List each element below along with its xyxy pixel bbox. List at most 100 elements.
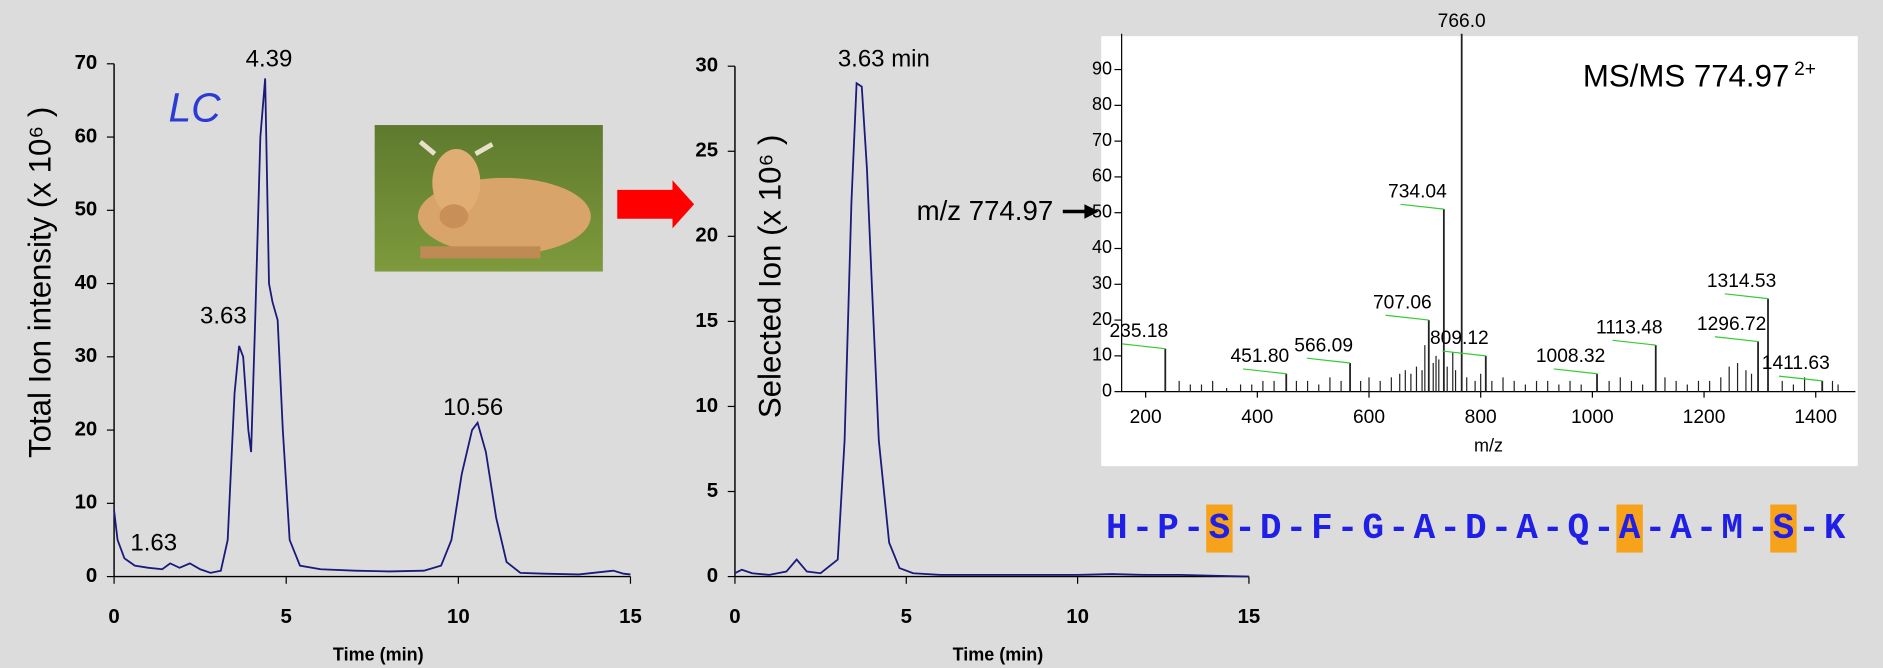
y-tick-label: 0 (86, 565, 97, 587)
pointer-arrowhead (1084, 204, 1099, 219)
label-leader (1612, 339, 1656, 346)
peak-label: 4.39 (246, 46, 293, 73)
x-tick-label: 200 (1130, 407, 1162, 428)
residue: Q (1568, 508, 1590, 549)
y-tick-label: 40 (1092, 237, 1112, 257)
y-tick-label: 20 (75, 418, 98, 440)
residue: P (1157, 508, 1179, 549)
y-tick-label: 60 (1092, 166, 1112, 186)
y-tick-label: 50 (1092, 201, 1112, 221)
residue: S (1209, 508, 1231, 549)
x-tick-label: 800 (1465, 407, 1497, 428)
peak-label: 451.80 (1230, 346, 1289, 367)
y-tick-label: 25 (695, 140, 718, 162)
peak-label: 809.12 (1430, 328, 1489, 349)
separator: - (1388, 508, 1410, 549)
separator: - (1644, 508, 1666, 549)
label-leader (1385, 314, 1429, 321)
x-tick-label: 10 (1066, 606, 1089, 628)
separator: - (1798, 508, 1820, 549)
y-tick-label: 5 (707, 480, 718, 502)
peak-label: 1411.63 (1762, 353, 1830, 374)
residue: D (1260, 508, 1282, 549)
y-tick-label: 20 (695, 225, 718, 247)
label-leader (1242, 368, 1287, 375)
x-tick-label: 1400 (1794, 407, 1837, 428)
charge-state: 2+ (1794, 59, 1816, 80)
residue-highlight (1616, 504, 1643, 553)
separator: - (1491, 508, 1513, 549)
residue: A (1516, 508, 1538, 549)
trace (113, 78, 631, 576)
residue: K (1824, 508, 1846, 549)
y-axis-label: Total Ion intensity (x 10⁶ ) (22, 107, 57, 458)
residue: A (1619, 508, 1641, 549)
residue: M (1721, 508, 1743, 549)
peak-label: 1296.72 (1697, 314, 1766, 335)
x-tick-label: 0 (108, 606, 119, 628)
separator: - (1439, 508, 1461, 549)
x-tick-label: 0 (729, 606, 740, 628)
y-tick-label: 20 (1092, 309, 1112, 329)
y-tick-label: 60 (75, 125, 98, 147)
label-leader (1121, 343, 1166, 350)
peak-label: 566.09 (1294, 335, 1353, 356)
x-axis-label: m/z (1474, 436, 1503, 456)
y-tick-label: 10 (75, 492, 98, 514)
y-tick-label: 0 (1102, 380, 1112, 400)
residue: G (1362, 508, 1384, 549)
spectrum-panel (1101, 36, 1858, 467)
separator: - (1132, 508, 1154, 549)
peak-label: 1008.32 (1536, 346, 1605, 367)
separator: - (1696, 508, 1718, 549)
y-tick-label: 90 (1092, 58, 1112, 78)
separator: - (1593, 508, 1615, 549)
y-tick-label: 50 (75, 199, 98, 221)
y-tick-label: 30 (1092, 273, 1112, 293)
y-axis-label: Selected Ion (x 10⁶ ) (752, 135, 787, 419)
peak-label: 3.63 min (838, 46, 930, 73)
precursor-label: m/z 774.97 (917, 195, 1054, 226)
x-axis-label: Time (min) (953, 645, 1044, 665)
residue: A (1670, 508, 1692, 549)
red-arrow (617, 180, 695, 229)
x-tick-label: 400 (1241, 407, 1273, 428)
separator: - (1285, 508, 1307, 549)
peak-label: 3.63 (200, 303, 247, 330)
y-tick-label: 10 (1092, 345, 1112, 365)
separator: - (1183, 508, 1205, 549)
label-leader (1778, 375, 1823, 382)
x-axis-label: Time (min) (333, 645, 424, 665)
residue: D (1465, 508, 1487, 549)
label-leader (1553, 368, 1598, 375)
x-tick-label: 5 (901, 606, 912, 628)
lc-label: LC (168, 84, 221, 130)
peak-label: 734.04 (1388, 181, 1447, 202)
x-tick-label: 600 (1353, 407, 1385, 428)
label-leader (1714, 336, 1759, 343)
peak-label: 766.0 (1438, 11, 1486, 32)
label-leader (1400, 203, 1444, 210)
peak-label: 1.63 (130, 530, 177, 557)
peak-label: 10.56 (443, 394, 503, 421)
x-tick-label: 1000 (1571, 407, 1614, 428)
y-tick-label: 70 (1092, 130, 1112, 150)
peak-label: 235.18 (1109, 321, 1168, 342)
residue: A (1414, 508, 1436, 549)
x-tick-label: 10 (447, 606, 470, 628)
residue: H (1106, 508, 1128, 549)
y-tick-label: 70 (75, 52, 98, 74)
spectrum-title: MS/MS 774.97 (1583, 58, 1790, 93)
x-tick-label: 5 (281, 606, 292, 628)
x-tick-label: 15 (619, 606, 642, 628)
residue-highlight (1770, 504, 1797, 553)
y-tick-label: 30 (75, 345, 98, 367)
peak-label: 1314.53 (1707, 271, 1776, 292)
y-tick-label: 0 (707, 565, 718, 587)
separator: - (1234, 508, 1256, 549)
y-tick-label: 30 (695, 55, 718, 77)
cow-photo (374, 125, 603, 272)
peak-label: 707.06 (1373, 292, 1432, 313)
y-tick-label: 40 (75, 272, 98, 294)
